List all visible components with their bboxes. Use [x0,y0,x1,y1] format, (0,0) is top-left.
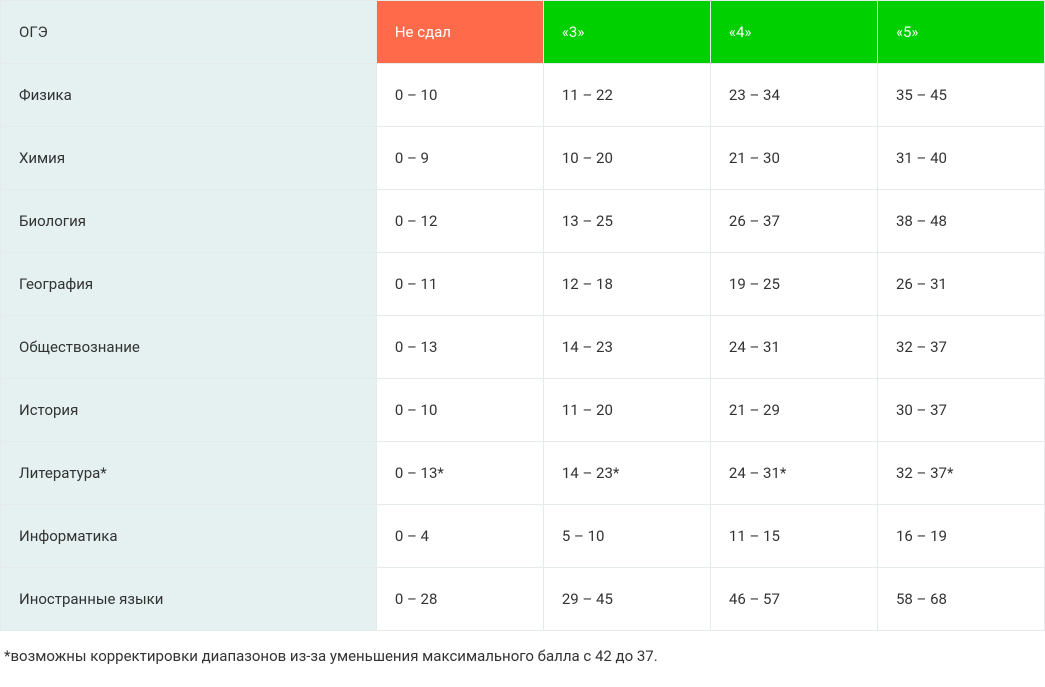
table-row: Литература*0 – 13*14 – 23*24 – 31*32 – 3… [1,442,1045,505]
cell-g5: 16 – 19 [877,505,1044,568]
cell-g4: 11 – 15 [710,505,877,568]
cell-g4: 46 – 57 [710,568,877,631]
cell-g4: 21 – 30 [710,127,877,190]
cell-fail: 0 – 28 [376,568,543,631]
cell-g3: 29 – 45 [543,568,710,631]
cell-g3: 12 – 18 [543,253,710,316]
col-header-grade-3: «3» [543,1,710,64]
table-body: Физика0 – 1011 – 2223 – 3435 – 45Химия0 … [1,64,1045,631]
cell-fail: 0 – 11 [376,253,543,316]
cell-g5: 35 – 45 [877,64,1044,127]
cell-subject: Литература* [1,442,377,505]
cell-subject: Химия [1,127,377,190]
cell-g5: 38 – 48 [877,190,1044,253]
table-row: Информатика0 – 45 – 1011 – 1516 – 19 [1,505,1045,568]
cell-g3: 5 – 10 [543,505,710,568]
cell-fail: 0 – 12 [376,190,543,253]
cell-subject: Биология [1,190,377,253]
cell-fail: 0 – 13* [376,442,543,505]
cell-g4: 19 – 25 [710,253,877,316]
cell-g4: 24 – 31* [710,442,877,505]
cell-fail: 0 – 9 [376,127,543,190]
cell-g5: 30 – 37 [877,379,1044,442]
cell-subject: География [1,253,377,316]
cell-g4: 26 – 37 [710,190,877,253]
table-row: Иностранные языки0 – 2829 – 4546 – 5758 … [1,568,1045,631]
cell-subject: Иностранные языки [1,568,377,631]
cell-fail: 0 – 10 [376,379,543,442]
grade-table: ОГЭ Не сдал «3» «4» «5» Физика0 – 1011 –… [0,0,1045,631]
cell-fail: 0 – 4 [376,505,543,568]
col-header-fail: Не сдал [376,1,543,64]
cell-g5: 26 – 31 [877,253,1044,316]
cell-g4: 21 – 29 [710,379,877,442]
footnote-text: *возможны корректировки диапазонов из-за… [0,631,1045,673]
table-row: География0 – 1112 – 1819 – 2526 – 31 [1,253,1045,316]
table-row: История0 – 1011 – 2021 – 2930 – 37 [1,379,1045,442]
cell-fail: 0 – 10 [376,64,543,127]
col-header-subject: ОГЭ [1,1,377,64]
table-row: Химия0 – 910 – 2021 – 3031 – 40 [1,127,1045,190]
cell-g3: 14 – 23* [543,442,710,505]
table-header-row: ОГЭ Не сдал «3» «4» «5» [1,1,1045,64]
cell-subject: История [1,379,377,442]
table-row: Обществознание0 – 1314 – 2324 – 3132 – 3… [1,316,1045,379]
cell-g5: 31 – 40 [877,127,1044,190]
cell-g4: 24 – 31 [710,316,877,379]
cell-subject: Информатика [1,505,377,568]
cell-g5: 58 – 68 [877,568,1044,631]
cell-g3: 13 – 25 [543,190,710,253]
col-header-grade-4: «4» [710,1,877,64]
cell-g5: 32 – 37* [877,442,1044,505]
cell-g5: 32 – 37 [877,316,1044,379]
col-header-grade-5: «5» [877,1,1044,64]
cell-subject: Обществознание [1,316,377,379]
cell-g3: 11 – 22 [543,64,710,127]
table-row: Физика0 – 1011 – 2223 – 3435 – 45 [1,64,1045,127]
cell-fail: 0 – 13 [376,316,543,379]
cell-g3: 11 – 20 [543,379,710,442]
cell-g3: 10 – 20 [543,127,710,190]
cell-subject: Физика [1,64,377,127]
cell-g4: 23 – 34 [710,64,877,127]
table-row: Биология0 – 1213 – 2526 – 3738 – 48 [1,190,1045,253]
cell-g3: 14 – 23 [543,316,710,379]
